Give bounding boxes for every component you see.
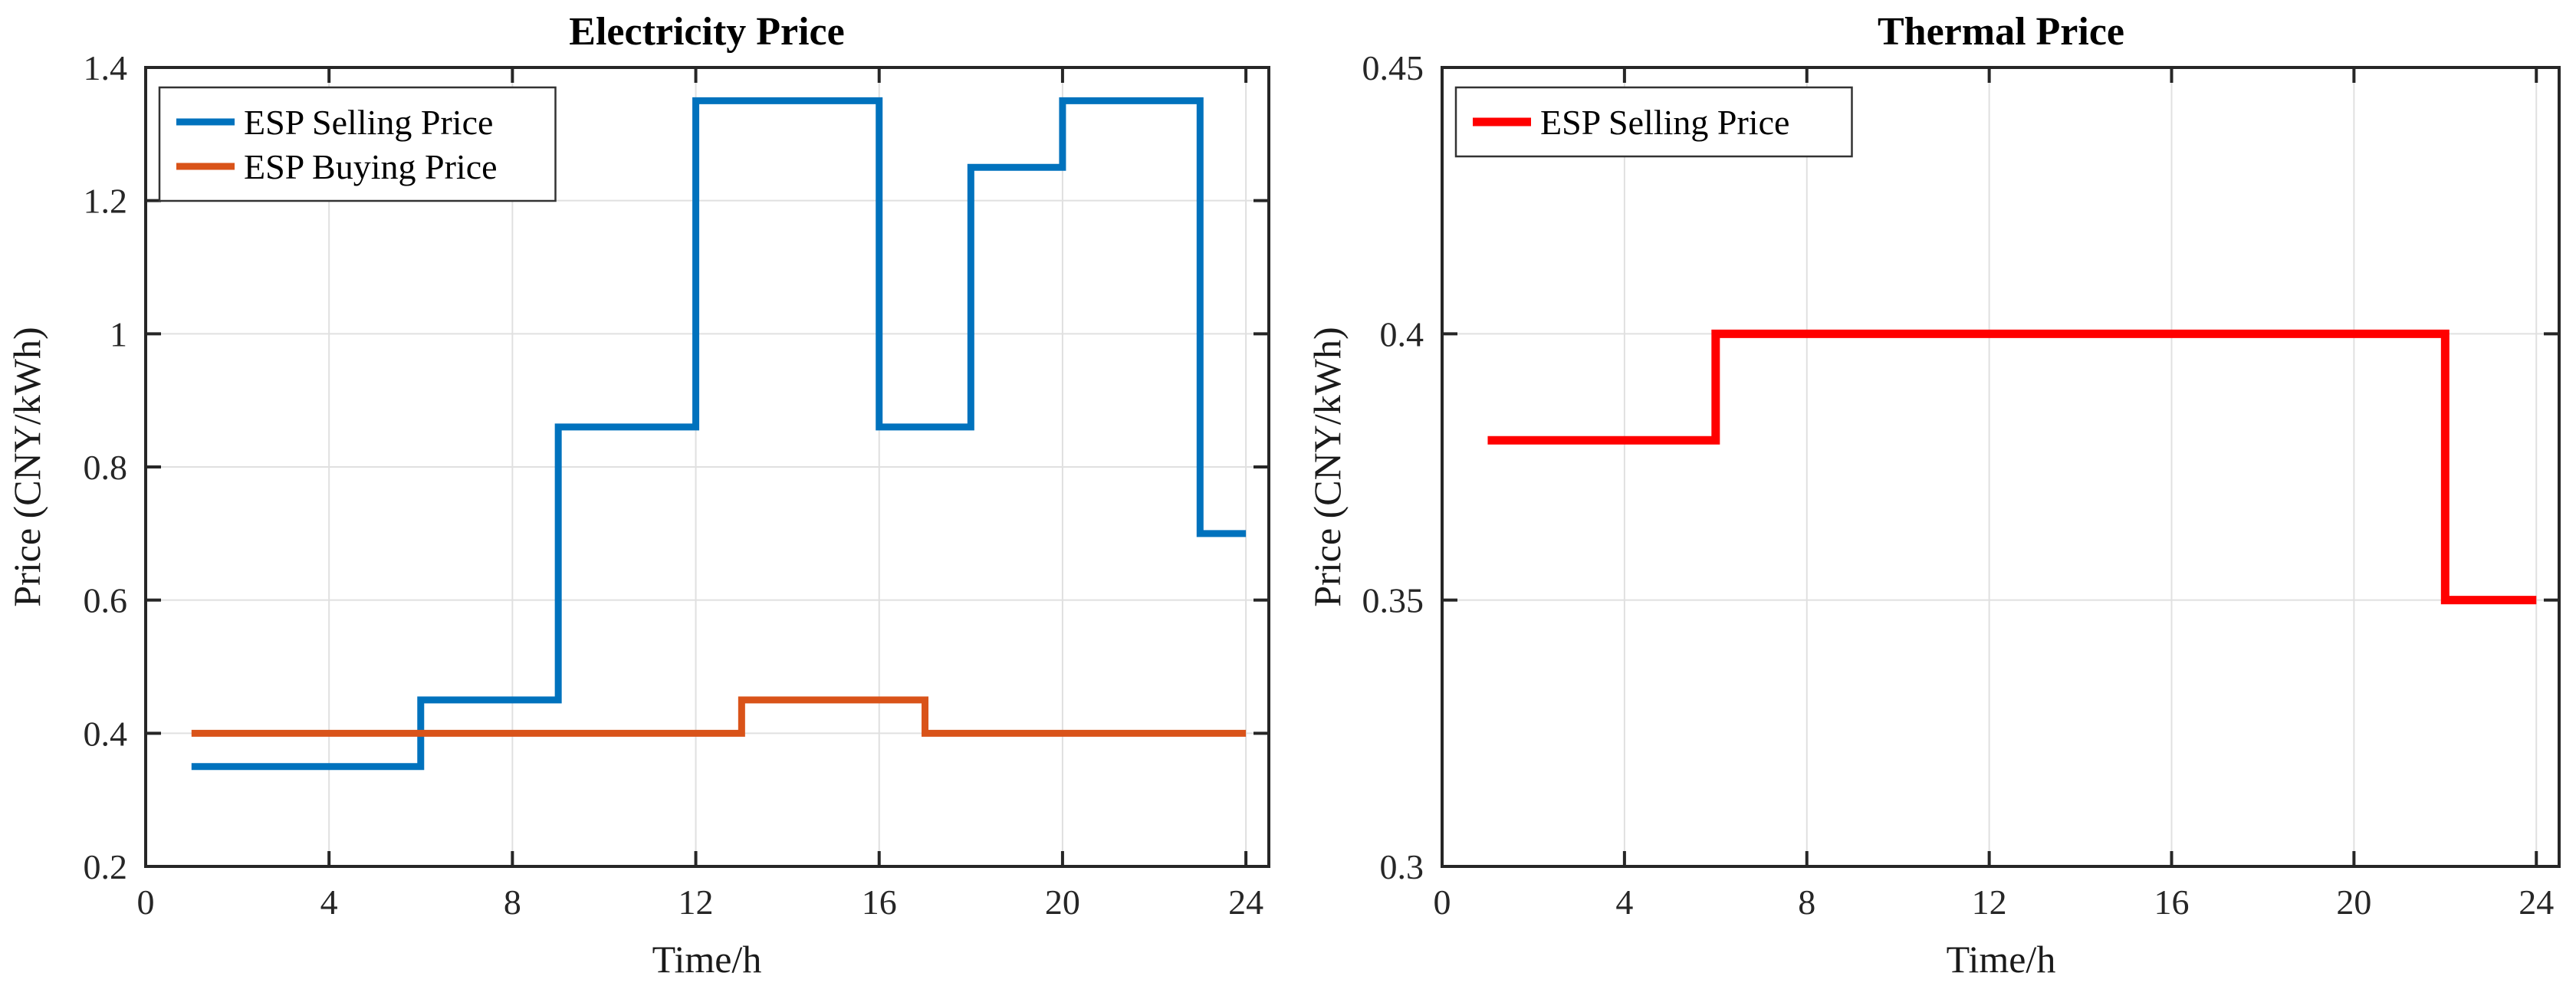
thermal-y-axis-label: Price (CNY/kWh)	[1306, 327, 1349, 606]
x-tick-label: 20	[1045, 883, 1080, 922]
x-tick-label: 12	[678, 883, 714, 922]
legend-entry-label: ESP Selling Price	[244, 103, 493, 142]
x-tick-label: 8	[1798, 883, 1815, 922]
legend-box	[158, 86, 557, 202]
x-tick-label: 12	[1972, 883, 2007, 922]
y-tick-label: 0.35	[1362, 581, 1424, 620]
thermal-plot-area: 0 4 8 12 16 20 24 0.3 0.35 0.4 0.45 ESP Selling Pri…	[1362, 48, 2561, 922]
y-tick-label: 0.2	[84, 847, 128, 886]
x-tick-label: 16	[862, 883, 897, 922]
electricity-x-axis-label: Time/h	[652, 938, 762, 981]
electricity-price-chart: 0 4 8 12 16 20 24 0.2 0.4 0.6 0.8 1 1.2 1.4 ESP Sellin…	[5, 10, 1270, 981]
legend-entry-label: ESP Buying Price	[244, 147, 498, 186]
y-tick-label: 1.4	[84, 48, 128, 87]
thermal-price-chart: 0 4 8 12 16 20 24 0.3 0.35 0.4 0.45 ESP Selling Pri…	[1306, 10, 2561, 981]
legend-entry-label: ESP Selling Price	[1540, 103, 1789, 142]
electricity-y-axis-label: Price (CNY/kWh)	[5, 327, 48, 606]
thermal-chart-title: Thermal Price	[1878, 10, 2124, 54]
esp-selling-price-line	[1487, 329, 2537, 605]
axes-box	[1441, 66, 2561, 868]
y-tick-label: 1.2	[84, 182, 128, 221]
x-tick-label: 4	[1615, 883, 1633, 922]
electricity-plot-area: 0 4 8 12 16 20 24 0.2 0.4 0.6 0.8 1 1.2 1.4 ESP Sellin…	[84, 48, 1270, 922]
esp-selling-price-line	[191, 97, 1247, 771]
x-tick-label: 24	[2518, 883, 2554, 922]
x-tick-label: 16	[2154, 883, 2190, 922]
x-tick-label: 4	[320, 883, 338, 922]
y-tick-label: 0.4	[84, 714, 128, 753]
legend: ESP Selling Price	[1454, 86, 1853, 158]
y-tick-label: 0.8	[84, 448, 128, 487]
y-tick-label: 0.4	[1380, 314, 1424, 353]
x-tick-label: 0	[137, 883, 155, 922]
y-tick-label: 0.45	[1362, 48, 1424, 87]
y-tick-label: 0.3	[1380, 847, 1424, 886]
electricity-chart-title: Electricity Price	[569, 10, 844, 54]
y-tick-label: 0.6	[84, 581, 128, 620]
x-tick-label: 8	[504, 883, 521, 922]
thermal-x-axis-label: Time/h	[1947, 938, 2056, 981]
x-tick-label: 0	[1434, 883, 1451, 922]
y-tick-label: 1	[110, 314, 127, 353]
x-tick-label: 24	[1228, 883, 1263, 922]
legend: ESP Selling Price ESP Buying Price	[158, 86, 557, 202]
x-tick-label: 20	[2336, 883, 2371, 922]
esp-buying-price-line	[191, 696, 1247, 737]
